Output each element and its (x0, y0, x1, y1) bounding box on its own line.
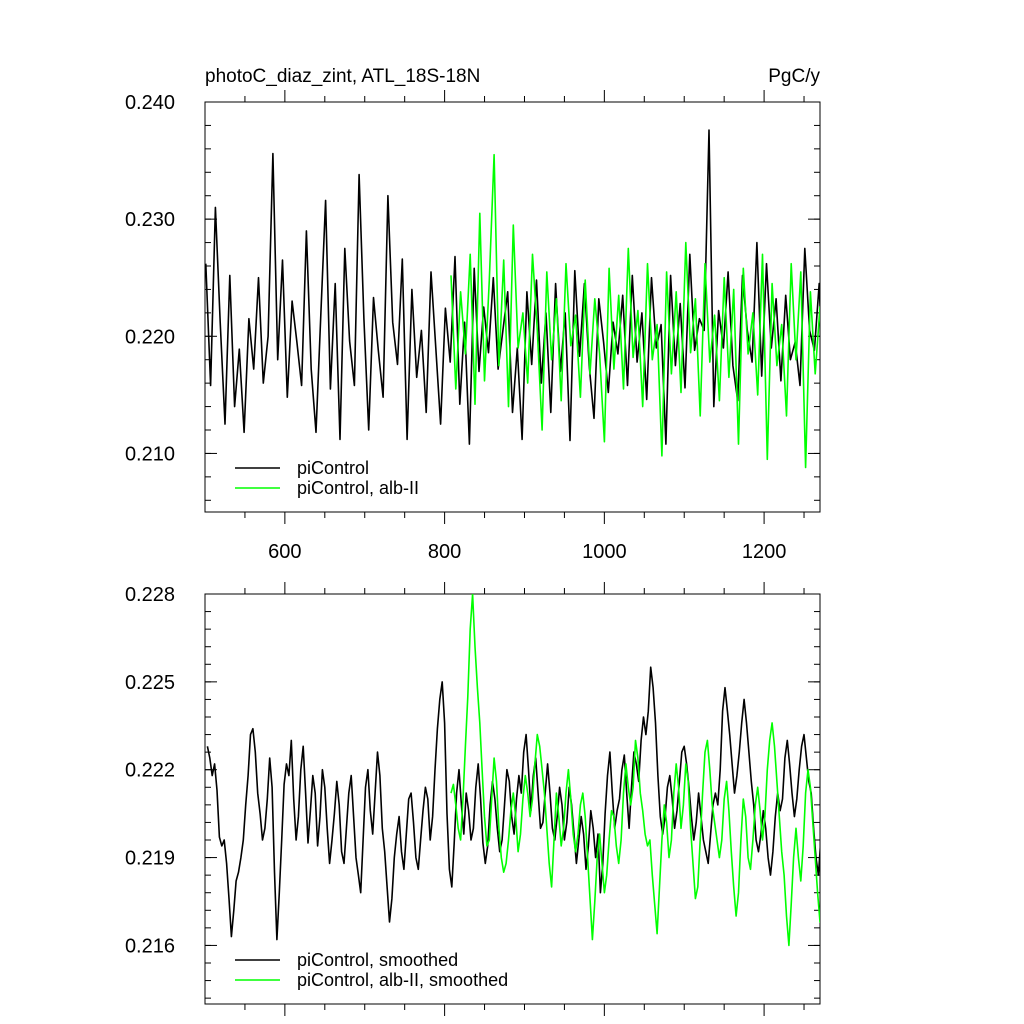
chart1-plot: 0.210 0.220 0.230 0.240 600 800 1000 1200 photoC… (125, 66, 821, 563)
chart2-y-tick-label: 0.222 (125, 760, 175, 782)
chart2-series-line-1 (206, 666, 820, 941)
chart1-y-tick-label: 0.230 (125, 209, 175, 231)
chart1-legend-label-2: piControl, alb-II (297, 478, 419, 498)
chart1-series-line-1 (205, 129, 820, 445)
chart1-y-tick-label: 0.210 (125, 443, 175, 465)
chart1-series-line-2 (450, 153, 820, 469)
chart1-x-tick-label: 1000 (582, 541, 627, 563)
chart1-title-left: photoC_diaz_zint, ATL_18S-18N (205, 66, 480, 87)
chart1-x-tick-label: 1200 (742, 541, 787, 563)
chart1-frame (204, 101, 821, 513)
chart2-series-line-2 (450, 594, 820, 947)
chart2-legend-label-2: piControl, alb-II, smoothed (297, 970, 508, 990)
chart2-y-tick-label: 0.225 (125, 672, 175, 694)
chart2-y-tick-label: 0.228 (125, 584, 175, 606)
chart1-title-right: PgC/y (768, 66, 820, 87)
chart2-frame (204, 593, 821, 1005)
chart2-legend-label-1: piControl, smoothed (297, 950, 458, 970)
chart1-x-tick-label: 800 (428, 541, 461, 563)
chart1-y-tick-label: 0.240 (125, 92, 175, 114)
chart2-y-tick-label: 0.219 (125, 848, 175, 870)
chart1-x-tick-label: 600 (268, 541, 301, 563)
chart1-y-tick-label: 0.220 (125, 326, 175, 348)
chart2-y-tick-label: 0.216 (125, 935, 175, 957)
chart2-plot: 0.216 0.219 0.222 0.225 0.228 piControl, smoo… (125, 582, 821, 1016)
chart1-legend-label-1: piControl (297, 458, 369, 478)
